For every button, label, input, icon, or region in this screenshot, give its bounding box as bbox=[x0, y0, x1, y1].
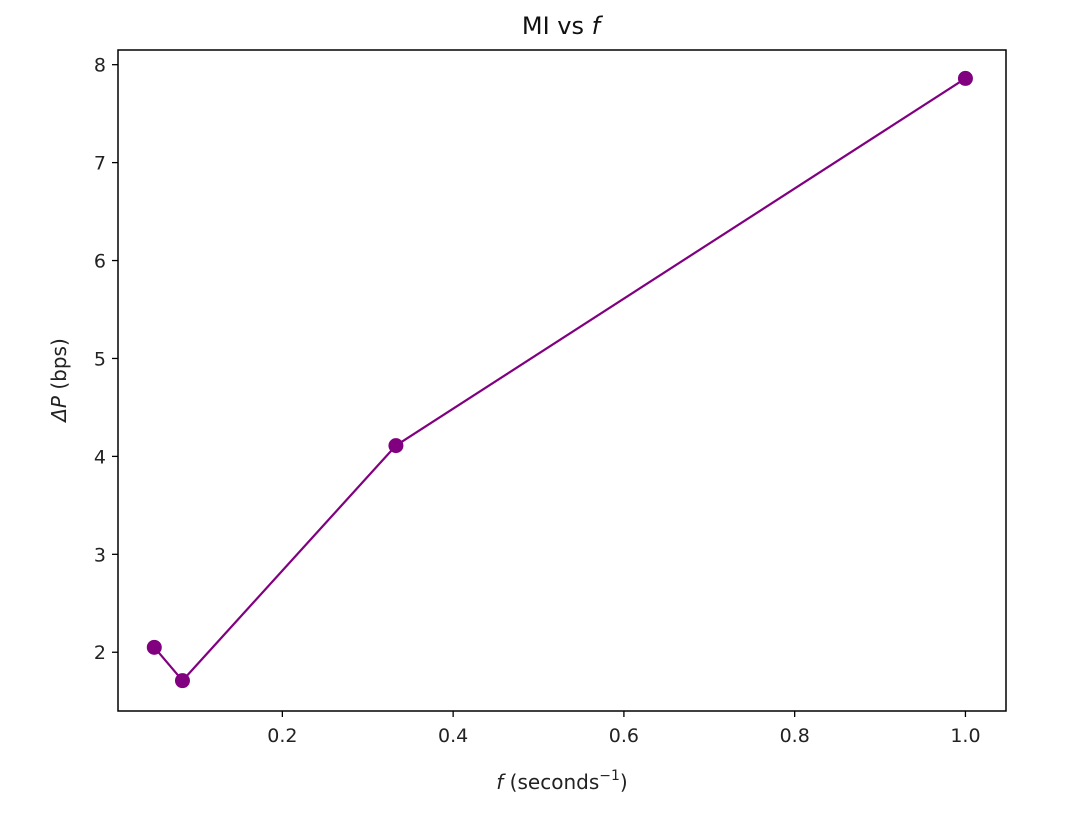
y-tick-label: 3 bbox=[94, 544, 106, 566]
x-tick-label: 0.2 bbox=[267, 725, 297, 747]
y-tick-label: 6 bbox=[94, 251, 106, 273]
y-axis-symbol: ΔP bbox=[47, 395, 71, 424]
plot-frame bbox=[117, 49, 1007, 712]
chart-title-variable: f bbox=[592, 12, 604, 40]
y-tick-label: 7 bbox=[94, 153, 106, 175]
y-axis-unit: (bps) bbox=[47, 338, 71, 396]
y-axis: 2 3 4 5 6 7 8 bbox=[94, 55, 118, 664]
y-tick-label: 8 bbox=[94, 55, 106, 77]
x-tick-label: 0.6 bbox=[609, 725, 639, 747]
x-axis-title: f (seconds−1) bbox=[496, 768, 627, 794]
x-tick-label: 0.4 bbox=[438, 725, 468, 747]
x-axis-superscript: −1 bbox=[599, 768, 620, 784]
x-tick-label: 1.0 bbox=[950, 725, 980, 747]
y-tick-label: 2 bbox=[94, 642, 106, 664]
y-axis-title: ΔP (bps) bbox=[47, 338, 71, 424]
chart-title: MI vs f bbox=[522, 12, 604, 40]
data-point bbox=[957, 70, 973, 86]
y-tick-label: 4 bbox=[94, 446, 106, 468]
x-tick-label: 0.8 bbox=[780, 725, 810, 747]
plot-area bbox=[146, 70, 973, 689]
data-point bbox=[174, 673, 190, 689]
chart-title-prefix: MI vs bbox=[522, 12, 592, 40]
series-line bbox=[153, 77, 966, 682]
x-axis: 0.2 0.4 0.6 0.8 1.0 bbox=[267, 711, 981, 747]
data-point bbox=[388, 438, 404, 454]
x-axis-variable: f bbox=[496, 770, 506, 794]
data-point bbox=[146, 639, 162, 655]
x-axis-close: ) bbox=[620, 770, 628, 794]
x-axis-unit: (seconds bbox=[503, 770, 599, 794]
y-tick-label: 5 bbox=[94, 348, 106, 370]
